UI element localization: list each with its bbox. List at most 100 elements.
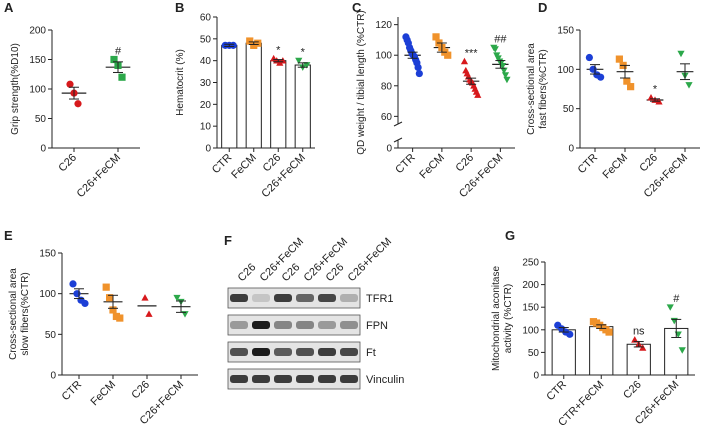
bar (294, 64, 311, 149)
data-point (246, 37, 254, 45)
data-point (116, 314, 124, 322)
blot-band (296, 375, 314, 383)
blot-band (252, 348, 270, 356)
band-label: TFR1 (366, 293, 394, 305)
blot-band (274, 321, 292, 329)
band-label: Vinculin (366, 374, 404, 386)
blot-band (296, 321, 314, 329)
blot-strip (227, 368, 361, 390)
y-axis-label: Hematocrit (%) (175, 49, 186, 116)
y-tick-label: 120 (375, 20, 392, 31)
x-tick-label: C26 (129, 379, 152, 402)
data-point (102, 283, 110, 291)
blot-band (296, 294, 314, 302)
data-point (677, 50, 685, 58)
y-tick-label: 50 (563, 104, 575, 115)
data-point (415, 69, 423, 78)
blot-band (340, 375, 358, 383)
y-tick-label: 50 (45, 330, 57, 341)
panel-label: A (4, 0, 14, 15)
data-point (414, 63, 422, 72)
y-tick-label: 150 (522, 303, 539, 314)
data-point (109, 306, 117, 314)
y-tick-label: 60 (381, 112, 393, 123)
y-tick-label: 80 (381, 81, 393, 92)
y-tick-label: 100 (375, 51, 392, 62)
x-tick-label: C26 (453, 152, 476, 175)
blot-band (340, 348, 358, 356)
y-tick-label: 0 (533, 371, 539, 382)
data-point (254, 39, 262, 47)
annotation: ## (494, 34, 507, 46)
y-axis-label: Cross-sectional area (526, 43, 537, 135)
panel-label: B (175, 0, 184, 15)
bar (245, 42, 262, 149)
y-tick-label: 20 (200, 100, 212, 111)
annotation: * (653, 84, 658, 96)
y-axis-label: Mitochondrial aconitase (491, 266, 502, 371)
data-point (491, 46, 499, 53)
data-point (670, 317, 678, 325)
lane-label: C26 (236, 261, 259, 284)
y-axis-label: QD weight / tibial length (%CTR) (356, 10, 367, 155)
annotation: *** (465, 47, 479, 59)
y-tick-label: 0 (50, 371, 56, 382)
data-point (173, 294, 181, 302)
data-point (432, 33, 440, 41)
data-point (500, 67, 508, 75)
y-tick-label: 10 (200, 122, 212, 133)
data-point (303, 62, 311, 69)
x-tick-label: CTR (393, 152, 418, 177)
panel-label: D (538, 0, 547, 15)
data-point (666, 304, 674, 311)
y-tick-label: 100 (39, 289, 56, 300)
x-tick-label: C26 (621, 379, 644, 402)
axis-break (393, 137, 403, 143)
data-point (276, 59, 284, 66)
panel-label: G (505, 228, 515, 243)
data-point (474, 91, 482, 98)
y-tick-label: 0 (386, 144, 392, 155)
blot-strip (227, 314, 361, 336)
blot-band (230, 348, 248, 356)
x-tick-label: CTR (576, 152, 601, 177)
data-point (81, 299, 89, 308)
data-point (66, 80, 74, 88)
y-axis-label: Grip strength(%D10) (10, 43, 21, 135)
bar (221, 44, 238, 149)
y-tick-label: 60 (200, 13, 212, 24)
y-tick-label: 40 (200, 56, 212, 67)
blot-strip (227, 341, 361, 363)
blot-band (340, 294, 358, 302)
blot-band (230, 294, 248, 302)
data-point (444, 51, 452, 59)
blot-band (252, 294, 270, 302)
x-tick-label: FeCM (600, 152, 630, 182)
y-tick-label: 250 (522, 258, 539, 269)
annotation: # (673, 293, 680, 305)
blot-band (230, 321, 248, 329)
blot-band (252, 321, 270, 329)
axis-break (393, 121, 403, 127)
blot-band (274, 294, 292, 302)
y-tick-label: 100 (557, 65, 574, 76)
data-point (73, 290, 81, 298)
data-point (501, 72, 510, 79)
y-axis-label: Cross-sectional area (8, 268, 19, 360)
data-point (685, 82, 693, 89)
data-point (627, 83, 635, 91)
data-point (605, 328, 613, 336)
panel-label: E (4, 228, 13, 243)
data-point (69, 280, 77, 288)
blot-band (318, 321, 336, 329)
x-tick-label: C26 (56, 152, 79, 175)
y-tick-label: 50 (35, 114, 47, 125)
annotation: # (115, 46, 122, 58)
data-point (615, 55, 623, 63)
data-point (141, 294, 149, 301)
bar (626, 343, 651, 376)
y-tick-label: 150 (29, 55, 46, 66)
band-label: FPN (366, 320, 388, 332)
band-label: Ft (366, 347, 376, 359)
